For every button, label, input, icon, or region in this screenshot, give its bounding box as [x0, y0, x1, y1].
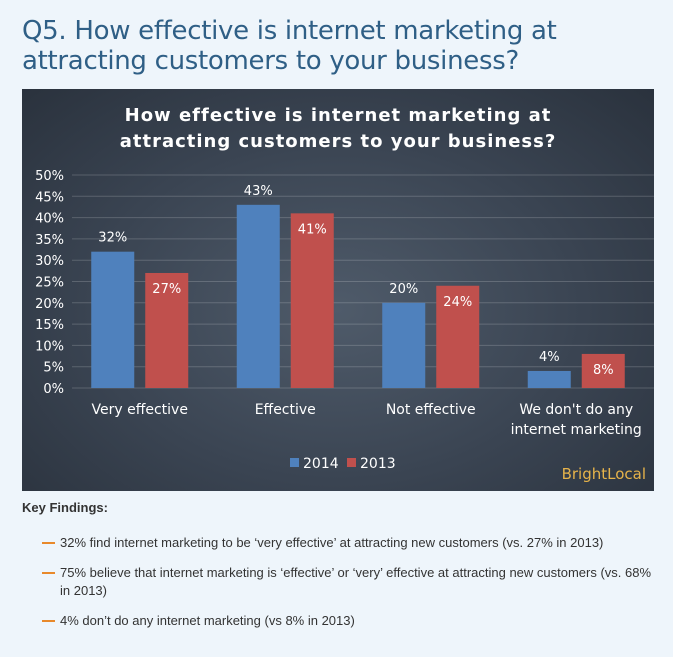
x-tick-label: internet marketing: [511, 422, 642, 438]
dash-icon: [42, 542, 55, 544]
data-label: 24%: [443, 295, 472, 310]
legend-label: 2014: [303, 456, 339, 472]
y-tick-label: 40%: [35, 212, 64, 227]
x-tick-label: Very effective: [92, 402, 188, 418]
legend-swatch: [347, 458, 356, 467]
y-tick-label: 15%: [35, 318, 64, 333]
bar-2014: [91, 251, 135, 388]
chart-title: How effective is internet marketing at: [125, 105, 552, 126]
data-label: 27%: [152, 282, 181, 297]
y-tick-label: 10%: [35, 339, 64, 354]
y-tick-label: 45%: [35, 190, 64, 205]
bar-2013: [436, 285, 480, 388]
chart-panel: How effective is internet marketing at at…: [22, 89, 654, 491]
bar-2013: [290, 213, 334, 388]
finding-text: 75% believe that internet marketing is ‘…: [60, 565, 652, 598]
finding-item: 32% find internet marketing to be ‘very …: [40, 534, 660, 552]
x-tick-label: Effective: [255, 402, 316, 418]
data-label: 32%: [98, 231, 127, 246]
legend-swatch: [290, 458, 299, 467]
bar-chart: How effective is internet marketing at at…: [35, 105, 654, 472]
legend-label: 2013: [360, 456, 396, 472]
bar-2013: [581, 353, 625, 388]
finding-text: 4% don’t do any internet marketing (vs 8…: [60, 613, 355, 628]
brand-logo: BrightLocal: [561, 465, 646, 483]
y-tick-label: 5%: [43, 361, 64, 376]
data-label: 41%: [298, 222, 327, 237]
y-tick-label: 0%: [43, 382, 64, 397]
findings-list: 32% find internet marketing to be ‘very …: [40, 534, 660, 642]
bar-2013: [145, 272, 189, 388]
y-tick-label: 35%: [35, 233, 64, 248]
y-tick-label: 50%: [35, 169, 64, 184]
bar-2014: [382, 302, 426, 388]
x-tick-label: Not effective: [386, 402, 476, 418]
finding-item: 4% don’t do any internet marketing (vs 8…: [40, 612, 660, 630]
finding-item: 75% believe that internet marketing is ‘…: [40, 564, 660, 600]
data-label: 4%: [539, 350, 560, 365]
dash-icon: [42, 572, 55, 574]
x-tick-label: We don't do any: [519, 402, 633, 418]
y-tick-label: 20%: [35, 297, 64, 312]
y-tick-label: 30%: [35, 254, 64, 269]
chart-title: attracting customers to your business?: [120, 131, 557, 152]
data-label: 43%: [244, 184, 273, 199]
finding-text: 32% find internet marketing to be ‘very …: [60, 535, 604, 550]
y-tick-label: 25%: [35, 276, 64, 291]
bar-2014: [527, 370, 571, 388]
data-label: 8%: [593, 363, 614, 378]
bar-2014: [236, 204, 280, 388]
findings-heading: Key Findings:: [22, 500, 108, 515]
dash-icon: [42, 620, 55, 622]
page-heading: Q5. How effective is internet marketing …: [22, 16, 557, 76]
data-label: 20%: [389, 282, 418, 297]
